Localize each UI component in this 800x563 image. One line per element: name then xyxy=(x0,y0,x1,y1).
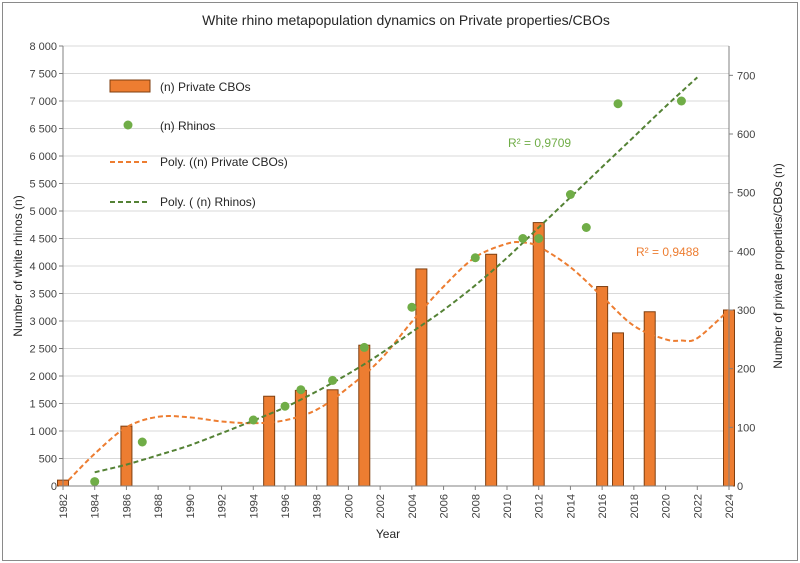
y-left-tick-label: 1 000 xyxy=(29,426,57,438)
x-tick-label: 2020 xyxy=(661,494,673,518)
x-tick-label: 2018 xyxy=(629,494,641,518)
cbo-bar xyxy=(263,395,276,487)
y-left-tick-label: 500 xyxy=(39,454,57,466)
x-tick-label: 2024 xyxy=(724,494,736,518)
y-right-tick-label: 200 xyxy=(737,364,755,376)
x-tick-label: 2004 xyxy=(407,494,419,518)
rhino-point xyxy=(137,437,147,447)
legend-label-poly-rhinos: Poly. ( (n) Rhinos) xyxy=(160,195,256,209)
cbo-bar xyxy=(294,389,307,487)
rhino-point xyxy=(328,375,338,385)
axes: 0 500 1 000 1 500 2 000 2 500 3 000 3 500 4 000 4… xyxy=(29,41,755,518)
y-left-tick-label: 0 xyxy=(51,481,57,493)
legend-swatch-rhinos xyxy=(123,120,133,130)
y-left-tick-label: 6 500 xyxy=(29,124,57,136)
y-left-tick-label: 5 000 xyxy=(29,206,57,218)
rhino-point xyxy=(676,96,686,106)
x-tick-label: 2002 xyxy=(375,494,387,518)
r2-rhinos: R² = 0,9709 xyxy=(508,136,571,150)
cbo-bar xyxy=(415,268,428,487)
rhino-point xyxy=(359,342,369,352)
cbo-bar xyxy=(532,222,545,487)
y-left-tick-label: 4 500 xyxy=(29,234,57,246)
legend-swatch-cbos xyxy=(109,79,151,93)
cbo-bar xyxy=(120,425,133,487)
y-right-tick-label: 700 xyxy=(737,70,755,82)
cbo-bar xyxy=(326,389,339,487)
y-right-tick-label: 0 xyxy=(737,481,743,493)
x-tick-label: 1990 xyxy=(185,494,197,518)
y-left-tick-label: 6 000 xyxy=(29,151,57,163)
rhino-point xyxy=(90,477,100,487)
x-tick-label: 1982 xyxy=(58,494,70,518)
cbo-bar xyxy=(612,332,624,487)
grid xyxy=(63,45,729,459)
x-tick-label: 2014 xyxy=(565,494,577,518)
y-left-tick-label: 3 000 xyxy=(29,316,57,328)
rhino-point xyxy=(613,99,623,109)
rhino-point xyxy=(581,223,591,232)
y-right-tick-label: 500 xyxy=(737,188,755,200)
legend-label-poly-cbos: Poly. ((n) Private CBOs) xyxy=(160,155,288,169)
cbo-bar xyxy=(485,253,498,487)
cbo-bar xyxy=(596,286,609,487)
rhino-point xyxy=(407,302,417,312)
y-left-tick-label: 4 000 xyxy=(29,261,57,273)
legend-label-rhinos: (n) Rhinos xyxy=(160,119,215,133)
trendline-cbos xyxy=(62,241,730,487)
rhino-point xyxy=(470,253,480,263)
chart-title: White rhino metapopulation dynamics on P… xyxy=(202,12,610,28)
x-axis-label: Year xyxy=(376,527,400,541)
y-left-tick-label: 7 500 xyxy=(29,69,57,81)
legend-label-cbos: (n) Private CBOs xyxy=(160,80,251,94)
bars xyxy=(57,222,735,487)
x-tick-label: 1986 xyxy=(121,494,133,518)
y-left-tick-label: 2 500 xyxy=(29,344,57,356)
x-tick-label: 2008 xyxy=(470,494,482,518)
x-tick-label: 2022 xyxy=(692,494,704,518)
y-left-tick-label: 1 500 xyxy=(29,399,57,411)
y-left-tick-label: 7 000 xyxy=(29,96,57,108)
rhino-point xyxy=(248,415,258,425)
rhino-points xyxy=(90,96,686,487)
rhino-point xyxy=(534,234,544,243)
x-tick-label: 1992 xyxy=(217,494,229,518)
cbo-bar xyxy=(358,344,371,487)
rhino-point xyxy=(280,401,290,411)
y-right-tick-label: 100 xyxy=(737,422,755,434)
x-tick-label: 1996 xyxy=(280,494,292,518)
x-tick-label: 2012 xyxy=(534,494,546,518)
y-left-tick-label: 2 000 xyxy=(29,371,57,383)
y-left-tick-label: 3 500 xyxy=(29,289,57,301)
y-axis-left-label: Number of white rhinos (n) xyxy=(11,195,25,336)
y-right-tick-label: 300 xyxy=(737,305,755,317)
x-tick-label: 1984 xyxy=(90,494,102,518)
rhino-point xyxy=(296,385,306,395)
cbo-bar xyxy=(643,311,656,487)
x-tick-label: 2010 xyxy=(502,494,514,518)
y-right-tick-label: 400 xyxy=(737,246,755,258)
x-tick-label: 2016 xyxy=(597,494,609,518)
r2-cbos: R² = 0,9488 xyxy=(636,245,699,259)
y-axis-right-label: Number of private properties/CBOs (n) xyxy=(771,163,785,368)
x-tick-label: 1994 xyxy=(248,494,260,518)
trendline-rhinos xyxy=(94,76,698,474)
rhino-point xyxy=(518,234,528,243)
x-tick-label: 2006 xyxy=(439,494,451,518)
rhino-point xyxy=(565,190,575,199)
legend: (n) Private CBOs (n) Rhinos Poly. ((n) P… xyxy=(109,79,288,209)
y-left-tick-label: 5 500 xyxy=(29,179,57,191)
y-left-tick-label: 8 000 xyxy=(29,41,57,53)
y-right-tick-label: 600 xyxy=(737,129,755,141)
x-tick-label: 2000 xyxy=(343,494,355,518)
x-tick-label: 1998 xyxy=(312,494,324,518)
trendlines xyxy=(62,76,730,487)
x-tick-label: 1988 xyxy=(153,494,165,518)
